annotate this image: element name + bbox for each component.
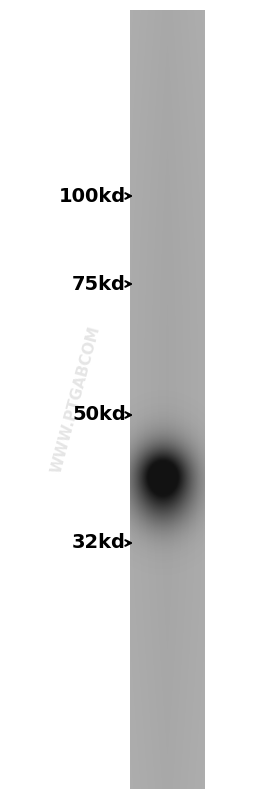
Text: WWW.PTGABCOM: WWW.PTGABCOM — [49, 324, 102, 475]
Text: 50kd: 50kd — [72, 406, 126, 424]
Text: 32kd: 32kd — [72, 534, 126, 552]
Text: 100kd: 100kd — [59, 186, 126, 205]
Text: 75kd: 75kd — [72, 275, 126, 293]
